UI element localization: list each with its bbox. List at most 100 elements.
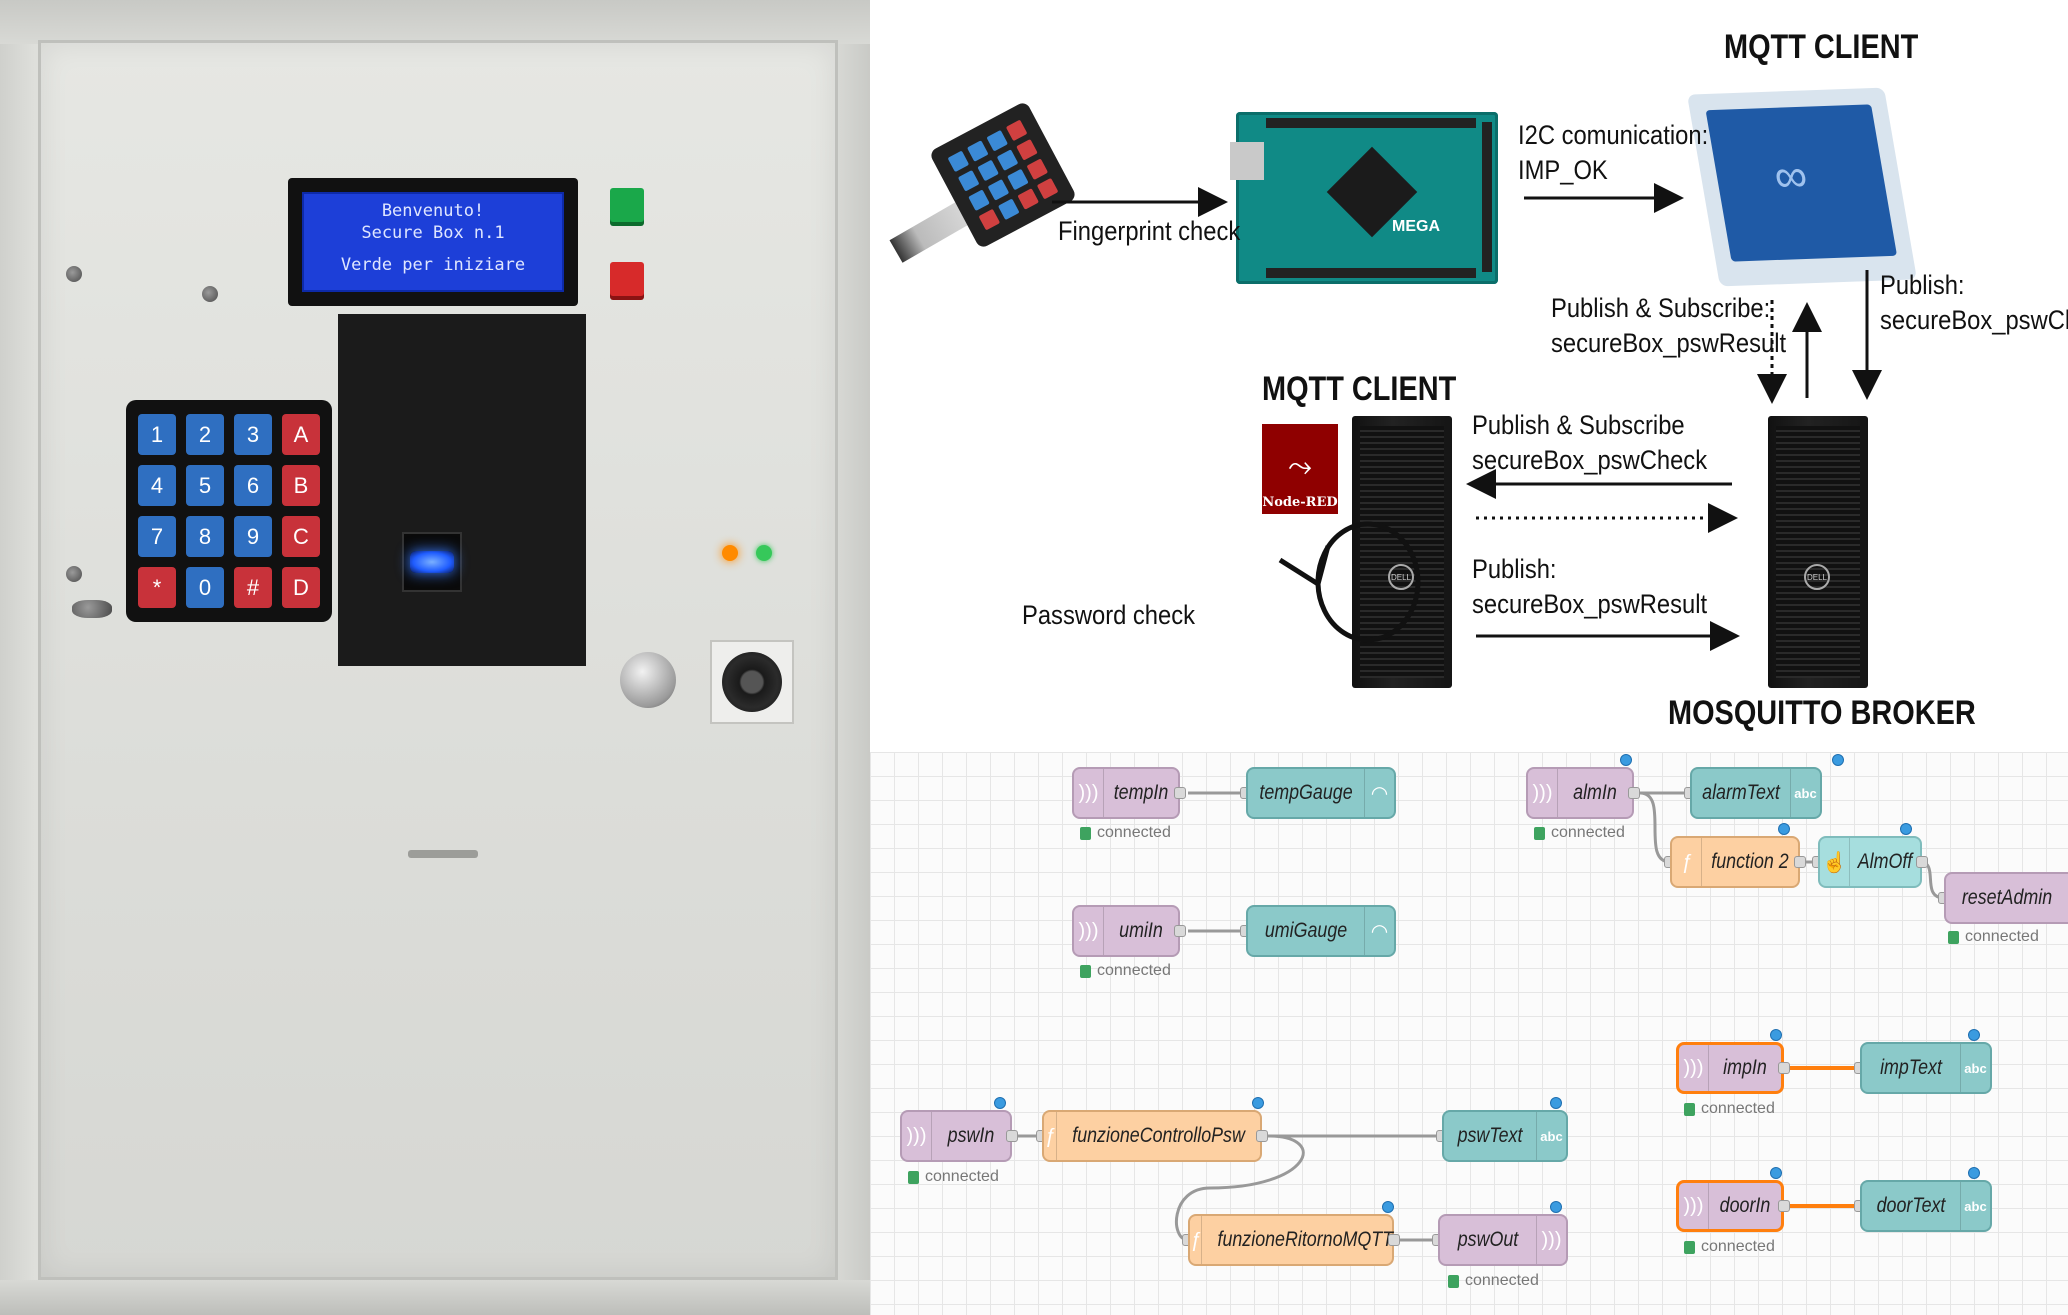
output-port[interactable]: [1174, 787, 1186, 799]
screw-icon: [202, 286, 218, 302]
keypad-key-0[interactable]: 0: [186, 567, 224, 608]
mqtt-in-icon: ))): [1679, 1183, 1709, 1229]
rotary-knob[interactable]: [620, 652, 676, 708]
keypad-key-A[interactable]: A: [282, 414, 320, 455]
pubsub-check-line2: secureBox_pswCheck: [1472, 445, 1708, 475]
node-impIn[interactable]: ))) impIn: [1676, 1042, 1784, 1094]
node-function2[interactable]: ƒ function 2: [1670, 836, 1800, 888]
cabinet-bottom-edge: [0, 1280, 870, 1315]
node-pswOut[interactable]: pswOut ))): [1438, 1214, 1568, 1266]
function-icon: ƒ: [1190, 1216, 1203, 1264]
publish-check-line1: Publish:: [1880, 270, 1965, 300]
node-resetAdmin[interactable]: resetAdmin: [1944, 872, 2068, 924]
node-alarmText[interactable]: alarmText abc: [1690, 767, 1822, 819]
mqtt-client-title-mid: MQTT CLIENT: [1262, 370, 1457, 408]
function-icon: ƒ: [1044, 1112, 1057, 1160]
node-funzioneRitornoMQTT[interactable]: ƒ funzioneRitornoMQTT: [1188, 1214, 1394, 1266]
keypad-key-1[interactable]: 1: [138, 414, 176, 455]
node-impText[interactable]: impText abc: [1860, 1042, 1992, 1094]
keypad-key-4[interactable]: 4: [138, 465, 176, 506]
node-doorText[interactable]: doorText abc: [1860, 1180, 1992, 1232]
node-tempIn[interactable]: ))) tempIn: [1072, 767, 1180, 819]
mqtt-in-icon: ))): [1074, 907, 1104, 955]
keypad-key-B[interactable]: B: [282, 465, 320, 506]
output-port[interactable]: [1778, 1200, 1790, 1212]
refresh-cycle-arrowhead: [1278, 545, 1331, 588]
red-push-button[interactable]: [610, 262, 644, 296]
wire-controlloPsw-ritornoMQTT: [1175, 1134, 1305, 1242]
status-doorIn: connected: [1684, 1238, 1775, 1256]
text-abc-icon: abc: [1536, 1112, 1566, 1160]
output-port[interactable]: [1916, 856, 1928, 868]
green-led-icon: [756, 545, 772, 561]
lcd-line-3: Verde per iniziare: [340, 255, 526, 275]
status-pswOut: connected: [1448, 1272, 1539, 1290]
changed-indicator-icon: [1620, 754, 1632, 766]
mqtt-out-icon: ))): [1536, 1216, 1566, 1264]
keypad-key-6[interactable]: 6: [234, 465, 272, 506]
keypad-key-C[interactable]: C: [282, 516, 320, 557]
node-almIn[interactable]: ))) almIn: [1526, 767, 1634, 819]
changed-indicator-icon: [1770, 1167, 1782, 1179]
mqtt-client-title-top: MQTT CLIENT: [1724, 28, 1919, 66]
mqtt-in-icon: ))): [1679, 1045, 1709, 1091]
publish-result-line2: secureBox_pswResult: [1472, 589, 1708, 619]
output-port[interactable]: [1794, 856, 1806, 868]
node-pswIn[interactable]: ))) pswIn: [900, 1110, 1012, 1162]
status-pswIn: connected: [908, 1168, 999, 1186]
node-umiIn[interactable]: ))) umiIn: [1072, 905, 1180, 957]
status-almIn: connected: [1534, 824, 1625, 842]
node-red-flow-canvas[interactable]: ))) tempIn connected tempGauge ◠ ))) umi…: [870, 752, 2068, 1315]
arduino-logo-text: MEGA: [1392, 218, 1440, 235]
gauge-icon: ◠: [1364, 769, 1394, 817]
changed-indicator-icon: [1382, 1201, 1394, 1213]
keypad-key-*[interactable]: *: [138, 567, 176, 608]
i2c-label-line1: I2C comunication:: [1518, 120, 1709, 150]
output-port[interactable]: [1628, 787, 1640, 799]
output-port[interactable]: [1388, 1234, 1400, 1246]
node-umiGauge[interactable]: umiGauge ◠: [1246, 905, 1396, 957]
diagram-arrows: [1052, 183, 1882, 651]
pc-tower-broker-icon: DELL: [1768, 416, 1868, 688]
fingerprint-panel: [338, 314, 586, 666]
output-port[interactable]: [1006, 1130, 1018, 1142]
publish-result-line1: Publish:: [1472, 554, 1557, 584]
door-handle: [408, 850, 478, 858]
green-push-button[interactable]: [610, 188, 644, 222]
keypad-key-#[interactable]: #: [234, 567, 272, 608]
status-resetAdmin: connected: [1948, 928, 2039, 946]
orange-led-icon: [722, 545, 738, 561]
text-abc-icon: abc: [1960, 1044, 1990, 1092]
key-lock[interactable]: [710, 640, 794, 724]
node-tempGauge[interactable]: tempGauge ◠: [1246, 767, 1396, 819]
keypad-key-5[interactable]: 5: [186, 465, 224, 506]
keypad-key-9[interactable]: 9: [234, 516, 272, 557]
fingerprint-check-label: Fingerprint check: [1058, 216, 1241, 246]
pubsub-check-line1: Publish & Subscribe: [1472, 410, 1685, 440]
text-abc-icon: abc: [1790, 769, 1820, 817]
output-port[interactable]: [1174, 925, 1186, 937]
keypad-key-7[interactable]: 7: [138, 516, 176, 557]
output-port[interactable]: [1256, 1130, 1268, 1142]
keypad-key-2[interactable]: 2: [186, 414, 224, 455]
keypad-key-D[interactable]: D: [282, 567, 320, 608]
output-port[interactable]: [1778, 1062, 1790, 1074]
keypad-key-8[interactable]: 8: [186, 516, 224, 557]
screw-icon: [66, 566, 82, 582]
secure-box-photo: Benvenuto! Secure Box n.1 Verde per iniz…: [0, 0, 870, 1315]
fingerprint-sensor-icon[interactable]: [402, 532, 462, 592]
keypad-4x4[interactable]: 1 2 3 A 4 5 6 B 7 8 9 C * 0 # D: [126, 400, 332, 622]
node-red-logo-icon: ⤳ Node-RED: [1262, 424, 1338, 514]
wire-almIn-function2: [1639, 791, 1671, 864]
pubsub-result-line2: secureBox_pswResult: [1551, 328, 1787, 358]
mqtt-in-icon: ))): [902, 1112, 932, 1160]
keypad-key-3[interactable]: 3: [234, 414, 272, 455]
changed-indicator-icon: [1900, 823, 1912, 835]
node-almOff[interactable]: ☝ AlmOff: [1818, 836, 1922, 888]
button-hand-icon: ☝: [1820, 838, 1850, 886]
node-doorIn[interactable]: ))) doorIn: [1676, 1180, 1784, 1232]
node-funzioneControlloPsw[interactable]: ƒ funzioneControlloPsw: [1042, 1110, 1262, 1162]
node-pswText[interactable]: pswText abc: [1442, 1110, 1568, 1162]
changed-indicator-icon: [1968, 1029, 1980, 1041]
